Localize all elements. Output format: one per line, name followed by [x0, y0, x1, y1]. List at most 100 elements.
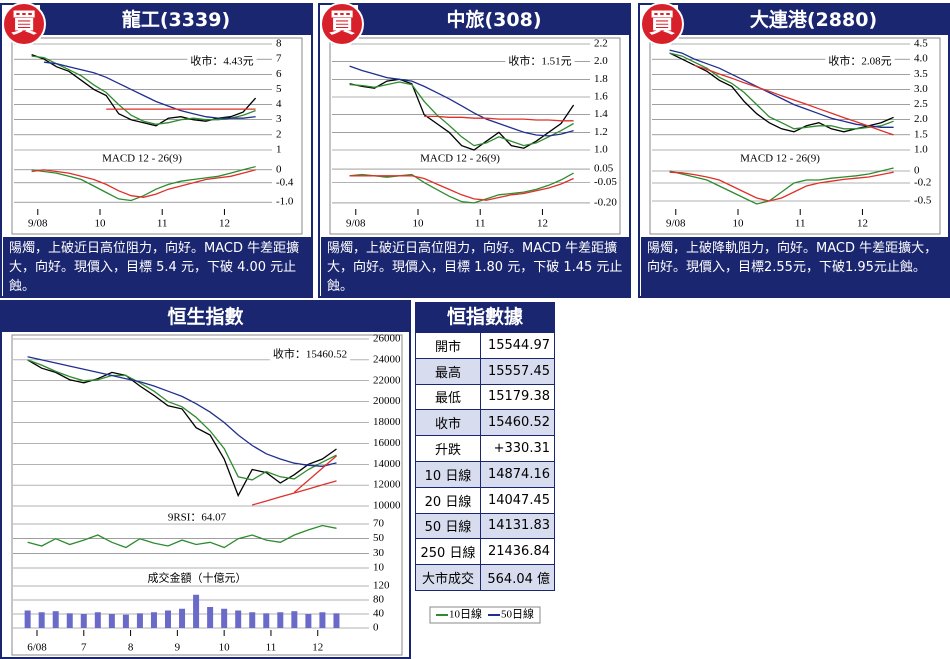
y-tick-label: 4.5: [914, 38, 928, 50]
bar: [235, 610, 242, 628]
bar: [108, 614, 115, 628]
table-cell: 14047.45: [480, 486, 555, 514]
series-line: [31, 169, 256, 198]
y-tick-label: 2.5: [914, 98, 928, 110]
x-tick-label: 11: [795, 218, 806, 230]
x-tick-label: 9/08: [28, 218, 48, 230]
legend-label: 50日線: [501, 607, 534, 621]
sub-chart-title: 9RSI：64.07: [168, 512, 227, 524]
y-tick-label: 7: [276, 53, 282, 65]
y-tick-label: 30: [373, 547, 385, 559]
comment: 陽燭，上破近日高位阻力，向好。MACD 牛差距擴大，向好。現價入，目標 5.4 …: [3, 237, 311, 297]
panel-frame: [318, 3, 631, 298]
bar: [249, 612, 256, 628]
table-cell: 50 日線: [415, 512, 481, 540]
y-tick-label: 3.5: [914, 68, 928, 80]
y-tick-label: 120: [373, 580, 390, 592]
chart-frame: [649, 37, 941, 235]
series-line: [669, 49, 894, 128]
panel-frame: [638, 3, 950, 298]
series-line: [27, 524, 337, 549]
table-cell: +330.31: [480, 435, 555, 462]
x-tick-label: 10: [733, 218, 745, 230]
buy-badge: 買: [320, 2, 364, 46]
table-cell: 21436.84: [480, 538, 555, 566]
y-tick-label: 20000: [373, 395, 401, 407]
y-tick-label: 2.2: [594, 38, 608, 50]
comment: 陽燭，上破近日高位阻力，向好。MACD 牛差距擴大，向好。現價入，目標 1.80…: [321, 237, 629, 297]
close-annotation: 收市：1.51元: [508, 54, 571, 68]
chart-frame: [329, 37, 621, 235]
legend-label: 10日線: [449, 607, 482, 621]
x-tick-label: 9: [175, 642, 181, 654]
buy-badge: 買: [2, 2, 46, 46]
bar: [165, 610, 172, 628]
y-tick-label: -0.5: [914, 195, 932, 207]
series-line: [252, 480, 337, 506]
y-tick-label: 4.0: [914, 53, 928, 65]
table-cell: 最低: [415, 383, 481, 411]
table-cell: 250 日線: [415, 538, 481, 566]
comment: 陽燭，上破降軌阻力，向好。MACD 牛差距擴大，向好。現價入，目標2.55元，下…: [641, 237, 949, 297]
bar: [122, 614, 129, 628]
series-line: [293, 455, 337, 493]
series-line: [669, 52, 894, 130]
y-tick-label: 5: [276, 83, 282, 95]
y-tick-label: -0.20: [594, 196, 617, 208]
index-table: 開市 15544.97 最高 15557.45 最低 15179.38 收市 15460.52…: [415, 332, 555, 591]
x-tick-label: 12: [537, 218, 548, 230]
x-tick-label: 10: [95, 218, 107, 230]
y-tick-label: 0: [914, 165, 920, 177]
sub-chart-title: MACD 12 - 26(9): [740, 153, 820, 165]
bar: [291, 611, 298, 628]
y-tick-label: 10: [373, 562, 385, 574]
y-tick-label: 4: [276, 98, 282, 110]
bar: [193, 594, 200, 628]
table-cell: 大市成交: [415, 564, 481, 591]
y-tick-label: 0: [373, 622, 379, 634]
y-tick-label: 8: [276, 38, 282, 50]
sub-chart-title: MACD 12 - 26(9): [102, 153, 182, 165]
x-tick-label: 11: [157, 218, 168, 230]
y-tick-label: 1.4: [594, 108, 608, 120]
table-row: 50 日線 14131.83: [415, 512, 555, 540]
x-tick-label: 12: [857, 218, 868, 230]
table-cell: 14874.16: [480, 460, 555, 488]
x-tick-label: 11: [475, 218, 486, 230]
y-tick-label: 2.0: [594, 55, 608, 67]
panel-title: 大連港(2880): [678, 5, 949, 35]
series-line: [669, 167, 894, 205]
table-cell: 15179.38: [480, 383, 555, 411]
bar: [263, 613, 270, 628]
bar: [207, 607, 214, 628]
table-cell: 15557.45: [480, 357, 555, 385]
table-cell: 最高: [415, 357, 481, 385]
table-cell: 收市: [415, 409, 481, 437]
y-tick-label: 1.5: [914, 128, 928, 140]
y-tick-label: 12000: [373, 479, 401, 491]
table-cell: 564.04 億: [480, 564, 555, 591]
series-line: [43, 61, 256, 119]
y-tick-label: 50: [373, 532, 385, 544]
annotation-bg: [505, 52, 575, 69]
y-tick-label: 26000: [373, 333, 401, 345]
table-cell: 開市: [415, 332, 481, 359]
series-line: [27, 359, 337, 481]
x-tick-label: 10: [413, 218, 425, 230]
annotation-bg: [187, 52, 257, 69]
table-cell: 14131.83: [480, 512, 555, 540]
y-tick-label: 1.2: [594, 126, 608, 138]
y-tick-label: 1.8: [594, 73, 608, 85]
bar: [66, 613, 73, 628]
series-line: [694, 64, 894, 136]
table-row: 10 日線 14874.16: [415, 460, 555, 488]
y-tick-label: 1: [276, 144, 282, 156]
bar: [94, 612, 101, 628]
y-tick-label: 2.0: [914, 113, 928, 125]
panel-frame: [0, 3, 313, 298]
x-tick-label: 10: [219, 642, 231, 654]
table-cell: 20 日線: [415, 486, 481, 514]
y-tick-label: 3.0: [914, 83, 928, 95]
bar: [179, 608, 186, 628]
